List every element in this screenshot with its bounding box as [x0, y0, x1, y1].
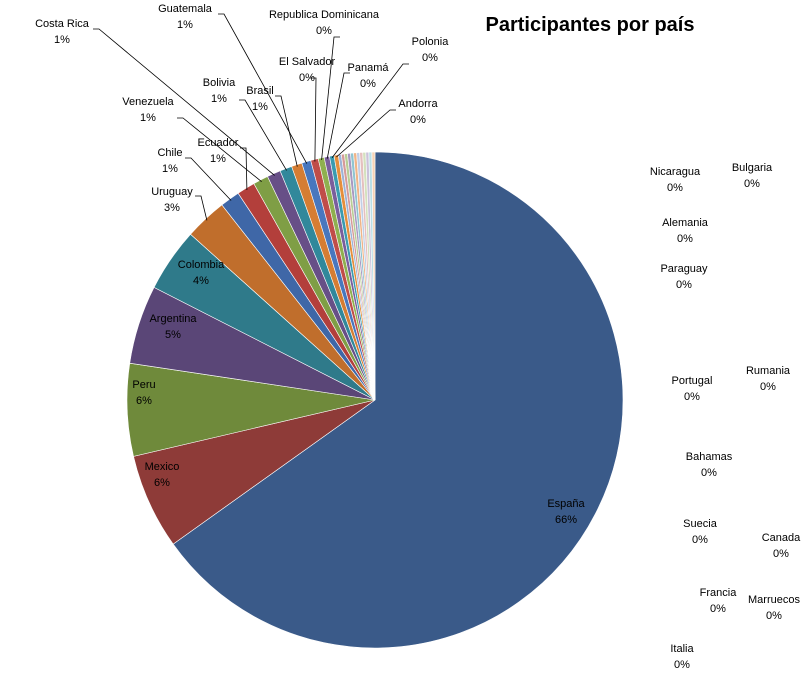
slice-label: Mexico [145, 461, 180, 473]
slice-percentage: 66% [555, 514, 577, 526]
slice-percentage: 1% [210, 153, 226, 165]
slice-label: Brasil [246, 85, 274, 97]
slice-label: Colombia [178, 259, 225, 271]
slice-label: Chile [157, 147, 182, 159]
slice-percentage: 0% [684, 391, 700, 403]
leader-line-guatemala [218, 13, 308, 164]
slice-percentage: 6% [136, 395, 152, 407]
slice-label: Argentina [149, 313, 197, 325]
slice-labels: España 66% Mexico 6% Peru 6% Argentina 5% Colomb… [35, 3, 801, 671]
leader-line-andorra [336, 109, 396, 158]
leader-line-panamá [326, 72, 350, 159]
slice-percentage: 5% [165, 329, 181, 341]
slice-label: Peru [132, 379, 155, 391]
slice-label: Portugal [672, 375, 713, 387]
slice-percentage: 0% [299, 72, 315, 84]
slice-percentage: 0% [710, 603, 726, 615]
slice-label: Venezuela [122, 96, 174, 108]
slice-percentage: 1% [252, 101, 268, 113]
slice-percentage: 0% [766, 610, 782, 622]
slice-label: Ecuador [198, 137, 239, 149]
slice-percentage: 1% [162, 163, 178, 175]
chart-title: Participantes por país [486, 14, 695, 36]
slice-label: Polonia [412, 36, 450, 48]
slice-percentage: 1% [140, 112, 156, 124]
slice-percentage: 0% [744, 178, 760, 190]
slice-label: Andorra [398, 98, 438, 110]
slice-label: Bulgaria [732, 162, 773, 174]
slice-percentage: 1% [211, 93, 227, 105]
slice-percentage: 1% [54, 34, 70, 46]
slice-percentage: 0% [422, 52, 438, 64]
pie-slice-italia [371, 151, 376, 401]
leader-lines [93, 13, 409, 221]
slice-percentage: 1% [177, 19, 193, 31]
slice-percentage: 0% [316, 25, 332, 37]
leader-line-bolivia [239, 99, 287, 171]
leader-line-polonia [331, 63, 409, 159]
slice-label: Costa Rica [35, 18, 90, 30]
slice-label: Canada [762, 532, 801, 544]
leader-line-costa-rica [93, 28, 275, 176]
slice-label: Uruguay [151, 186, 193, 198]
slice-percentage: 0% [360, 78, 376, 90]
slice-percentage: 4% [193, 275, 209, 287]
slice-percentage: 3% [164, 202, 180, 214]
leader-line-el-salvador [310, 77, 317, 162]
slice-percentage: 0% [692, 534, 708, 546]
slice-percentage: 0% [760, 381, 776, 393]
slice-percentage: 0% [676, 279, 692, 291]
slice-label: España [547, 498, 585, 510]
slice-label: Italia [670, 643, 694, 655]
slice-percentage: 0% [701, 467, 717, 479]
slice-label: Suecia [683, 518, 718, 530]
leader-line-brasil [275, 95, 298, 167]
slice-label: Francia [700, 587, 738, 599]
slice-label: Rumania [746, 365, 791, 377]
slice-percentage: 0% [773, 548, 789, 560]
slice-percentage: 0% [674, 659, 690, 671]
slice-label: Panamá [348, 62, 390, 74]
leader-line-uruguay [195, 195, 208, 221]
slice-label: Bolivia [203, 77, 236, 89]
slice-percentage: 0% [677, 233, 693, 245]
pie-slice-españa [172, 151, 624, 649]
slice-label: Guatemala [158, 3, 213, 15]
slice-percentage: 6% [154, 477, 170, 489]
slice-label: Nicaragua [650, 166, 701, 178]
slice-label: Marruecos [748, 594, 800, 606]
slice-label: Republica Dominicana [269, 9, 380, 21]
leader-line-republica-dominicana [321, 36, 340, 160]
slice-percentage: 0% [667, 182, 683, 194]
slice-label: Alemania [662, 217, 709, 229]
slice-percentage: 0% [410, 114, 426, 126]
slice-label: Paraguay [660, 263, 708, 275]
leader-line-chile [185, 157, 232, 201]
slice-label: El Salvador [279, 56, 336, 68]
leader-line-venezuela [177, 117, 262, 183]
slice-label: Bahamas [686, 451, 733, 463]
pie-slices [126, 151, 624, 649]
